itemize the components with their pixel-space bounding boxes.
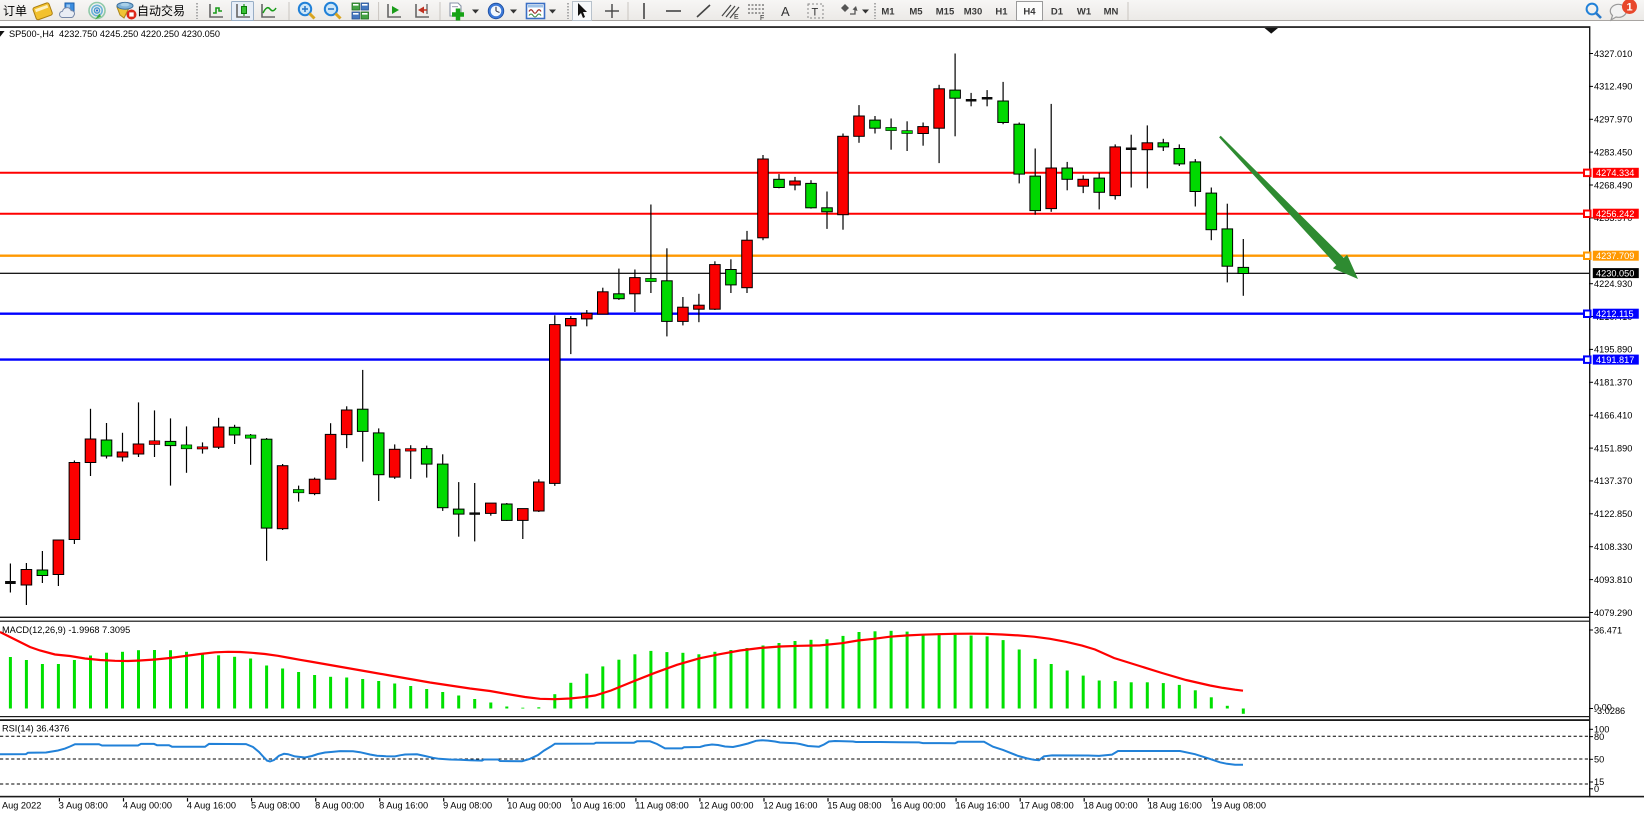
svg-text:11 Aug 08:00: 11 Aug 08:00 [635, 801, 688, 811]
svg-text:5 Aug 08:00: 5 Aug 08:00 [251, 801, 300, 811]
svg-text:4312.490: 4312.490 [1594, 82, 1632, 92]
svg-text:4230.050: 4230.050 [1596, 268, 1634, 278]
svg-text:18 Aug 16:00: 18 Aug 16:00 [1148, 801, 1202, 811]
svg-text:4224.930: 4224.930 [1594, 279, 1632, 289]
svg-text:4108.330: 4108.330 [1594, 542, 1632, 552]
svg-text:0: 0 [1594, 784, 1599, 794]
svg-text:4 Aug 00:00: 4 Aug 00:00 [123, 801, 172, 811]
svg-text:4268.490: 4268.490 [1594, 180, 1632, 190]
svg-text:4191.817: 4191.817 [1596, 355, 1634, 365]
svg-text:D1: D1 [1051, 7, 1064, 18]
svg-text:4151.890: 4151.890 [1594, 443, 1632, 453]
svg-text:4297.970: 4297.970 [1594, 115, 1632, 125]
svg-text:4212.115: 4212.115 [1596, 309, 1634, 319]
svg-text:15: 15 [1594, 777, 1604, 787]
svg-text:4237.709: 4237.709 [1596, 251, 1634, 261]
svg-text:M1: M1 [881, 7, 895, 18]
svg-text:SP500-,H4 4232.750 4245.250 4: SP500-,H4 4232.750 4245.250 4220.250 423… [9, 29, 220, 39]
svg-text:4274.334: 4274.334 [1596, 168, 1634, 178]
svg-text:A: A [781, 4, 790, 19]
svg-text:12 Aug 00:00: 12 Aug 00:00 [699, 801, 753, 811]
svg-text:4137.370: 4137.370 [1594, 476, 1632, 486]
svg-text:10 Aug 00:00: 10 Aug 00:00 [507, 801, 561, 811]
svg-text:16 Aug 16:00: 16 Aug 16:00 [956, 801, 1010, 811]
svg-text:4166.410: 4166.410 [1594, 411, 1632, 421]
svg-text:19 Aug 08:00: 19 Aug 08:00 [1212, 801, 1266, 811]
svg-text:E: E [734, 14, 739, 21]
svg-text:100: 100 [1594, 725, 1609, 735]
svg-text:4093.810: 4093.810 [1594, 575, 1632, 585]
svg-text:MN: MN [1104, 7, 1119, 18]
svg-text:MACD(12,26,9) -1.9968 7.3095: MACD(12,26,9) -1.9968 7.3095 [2, 625, 130, 635]
svg-text:16 Aug 00:00: 16 Aug 00:00 [892, 801, 946, 811]
svg-text:M30: M30 [964, 7, 982, 18]
svg-text:10 Aug 16:00: 10 Aug 16:00 [571, 801, 625, 811]
svg-text:8 Aug 00:00: 8 Aug 00:00 [315, 801, 364, 811]
svg-text:4327.010: 4327.010 [1594, 49, 1632, 59]
svg-text:订单: 订单 [3, 4, 27, 18]
svg-text:36.471: 36.471 [1594, 626, 1622, 636]
svg-text:W1: W1 [1077, 7, 1092, 18]
svg-text:4 Aug 16:00: 4 Aug 16:00 [187, 801, 236, 811]
svg-text:8 Aug 16:00: 8 Aug 16:00 [379, 801, 428, 811]
svg-text:H1: H1 [995, 7, 1008, 18]
svg-text:9 Aug 08:00: 9 Aug 08:00 [443, 801, 492, 811]
svg-text:M15: M15 [936, 7, 955, 18]
svg-text:18 Aug 00:00: 18 Aug 00:00 [1084, 801, 1138, 811]
svg-text:H4: H4 [1023, 7, 1036, 18]
svg-text:-3.0286: -3.0286 [1594, 706, 1625, 716]
svg-text:4283.450: 4283.450 [1594, 147, 1632, 157]
svg-text:4195.890: 4195.890 [1594, 345, 1632, 355]
svg-text:1: 1 [1626, 2, 1632, 14]
svg-text:F: F [760, 15, 764, 22]
svg-text:RSI(14) 36.4376: RSI(14) 36.4376 [2, 724, 69, 734]
svg-text:4122.850: 4122.850 [1594, 509, 1632, 519]
svg-text:4181.370: 4181.370 [1594, 378, 1632, 388]
svg-text:2 Aug 2022: 2 Aug 2022 [0, 801, 41, 811]
svg-text:0.00: 0.00 [1594, 703, 1612, 713]
svg-text:12 Aug 16:00: 12 Aug 16:00 [763, 801, 817, 811]
svg-text:50: 50 [1594, 755, 1604, 765]
svg-text:80: 80 [1594, 732, 1604, 742]
svg-text:4256.242: 4256.242 [1596, 209, 1634, 219]
svg-text:T: T [812, 7, 819, 19]
svg-text:3 Aug 08:00: 3 Aug 08:00 [59, 801, 108, 811]
svg-text:17 Aug 08:00: 17 Aug 08:00 [1020, 801, 1074, 811]
svg-text:M5: M5 [909, 7, 923, 18]
svg-text:4079.290: 4079.290 [1594, 608, 1632, 618]
svg-text:15 Aug 08:00: 15 Aug 08:00 [827, 801, 881, 811]
svg-text:自动交易: 自动交易 [137, 3, 185, 18]
